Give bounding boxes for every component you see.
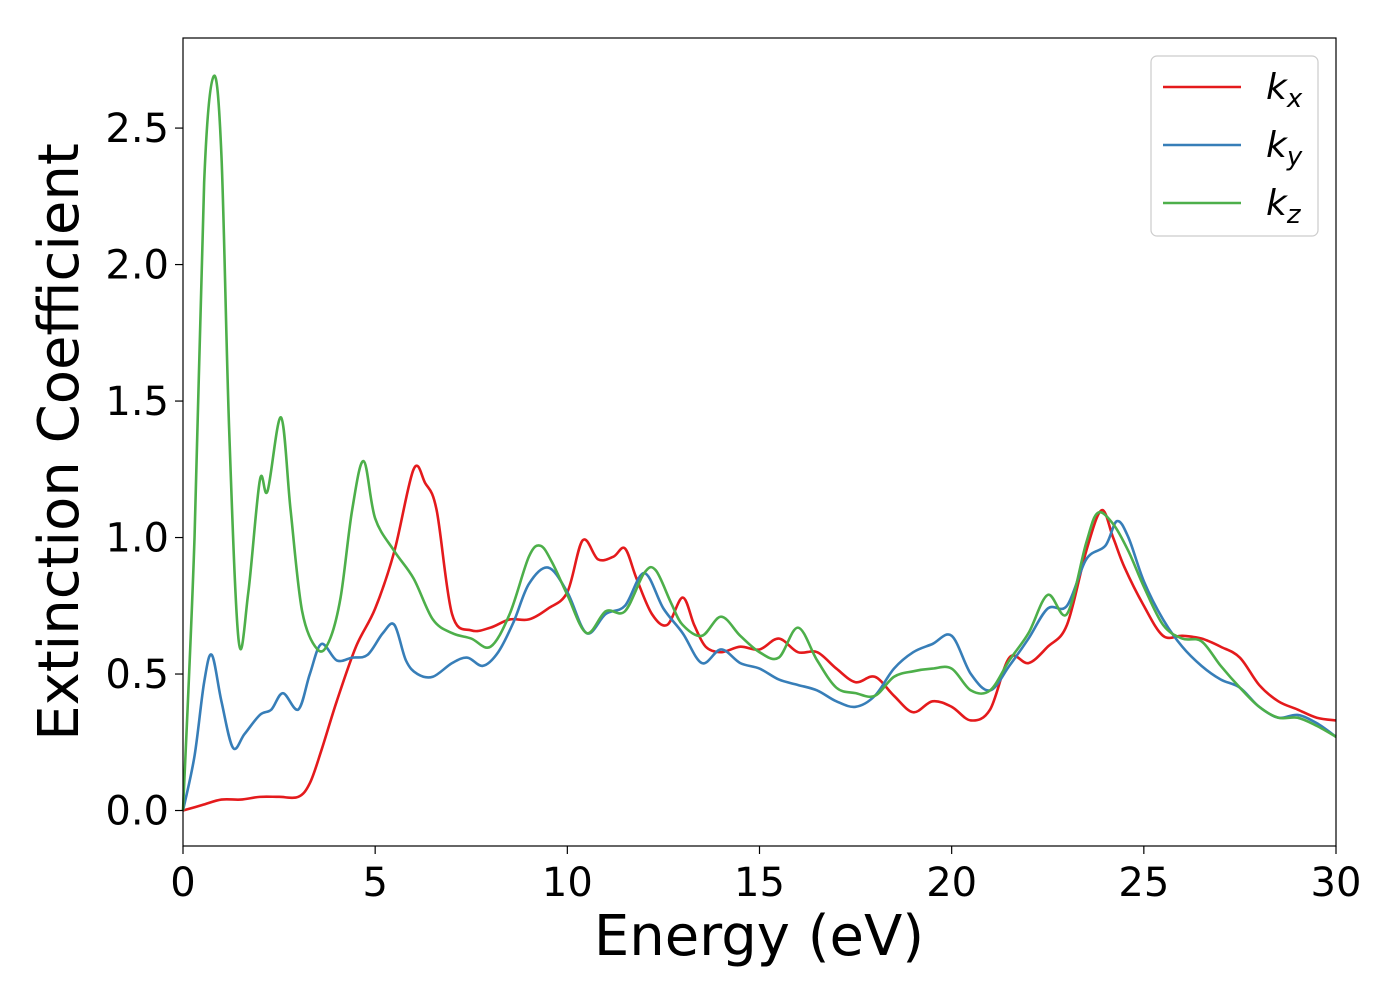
x-tick-label: 5 bbox=[362, 860, 387, 906]
legend-label-y: ky bbox=[1266, 125, 1303, 172]
y-tick-label: 2.5 bbox=[105, 106, 169, 152]
y-tick-label: 2.0 bbox=[105, 243, 169, 289]
x-tick-label: 25 bbox=[1118, 860, 1169, 906]
legend-label-z: kz bbox=[1266, 183, 1302, 230]
y-axis-title: Extinction Coefficient bbox=[27, 143, 92, 741]
x-tick-label: 15 bbox=[734, 860, 785, 906]
series-line-y bbox=[181, 519, 1337, 811]
x-axis-title: Energy (eV) bbox=[594, 904, 924, 969]
legend-label-x: kx bbox=[1266, 67, 1303, 114]
series-line-x bbox=[182, 464, 1337, 812]
y-tick-label: 1.0 bbox=[105, 516, 169, 562]
legend: kx ky kz bbox=[1150, 55, 1319, 237]
y-axis: 0.0 0.5 1.0 1.5 2.0 2.5 bbox=[105, 106, 183, 835]
y-tick-label: 0.5 bbox=[105, 652, 169, 698]
plot-background bbox=[183, 38, 1336, 846]
x-axis: 0 5 10 15 20 25 30 bbox=[170, 846, 1361, 906]
x-tick-label: 0 bbox=[170, 860, 195, 906]
x-tick-label: 30 bbox=[1311, 860, 1362, 906]
y-tick-label: 1.5 bbox=[105, 379, 169, 425]
y-tick-label: 0.0 bbox=[105, 789, 169, 835]
x-tick-label: 20 bbox=[926, 860, 977, 906]
series-layer bbox=[181, 74, 1337, 812]
series-line-z bbox=[181, 74, 1337, 811]
x-tick-label: 10 bbox=[542, 860, 593, 906]
